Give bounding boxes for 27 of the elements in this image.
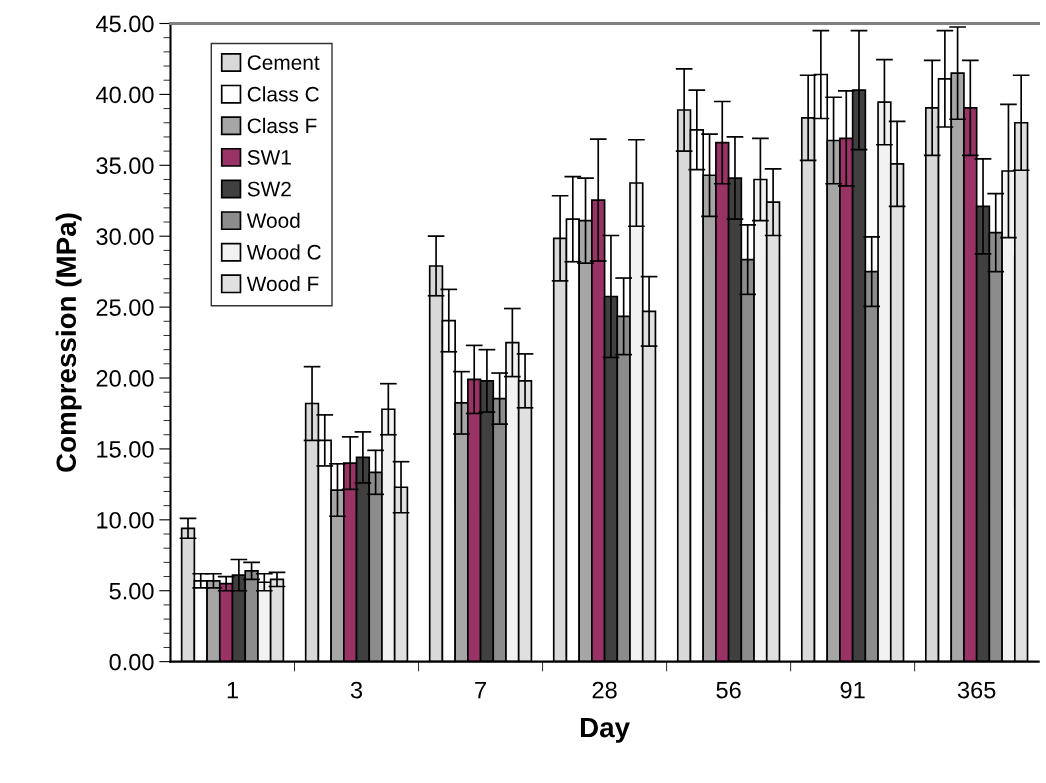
x-tick-label: 1 xyxy=(227,681,238,699)
legend-label: SW2 xyxy=(247,181,291,197)
y-tick-label: 40.00 xyxy=(95,86,154,104)
x-tick-label: 365 xyxy=(957,681,996,699)
x-tick-label: 3 xyxy=(350,681,363,699)
legend-label: Wood xyxy=(246,212,300,229)
legend-label: Class F xyxy=(247,117,317,134)
x-tick-label: 91 xyxy=(840,681,865,699)
x-tick-label: 28 xyxy=(592,681,617,699)
y-tick-label: 10.00 xyxy=(97,511,154,529)
y-tick-label: 25.00 xyxy=(96,299,154,316)
legend-label: Class C xyxy=(247,86,319,102)
legend-label: Wood C xyxy=(246,244,321,260)
y-tick-label: 5.00 xyxy=(109,582,154,600)
x-axis-title: Day xyxy=(580,718,630,743)
y-tick-label: 35.00 xyxy=(96,157,154,175)
y-tick-label: 30.00 xyxy=(96,228,154,245)
y-tick-label: 20.00 xyxy=(96,370,154,387)
y-tick-label: 15.00 xyxy=(97,440,154,458)
legend-label: SW1 xyxy=(247,150,291,165)
y-tick-label: 0.00 xyxy=(109,653,154,671)
x-tick-label: 7 xyxy=(475,681,486,699)
legend-label: Wood F xyxy=(246,275,319,292)
y-axis-title: Compression (MPa) xyxy=(55,213,82,472)
y-tick-label: 45.00 xyxy=(95,15,154,33)
x-tick-label: 56 xyxy=(716,681,741,699)
legend-label: Cement xyxy=(247,55,320,70)
